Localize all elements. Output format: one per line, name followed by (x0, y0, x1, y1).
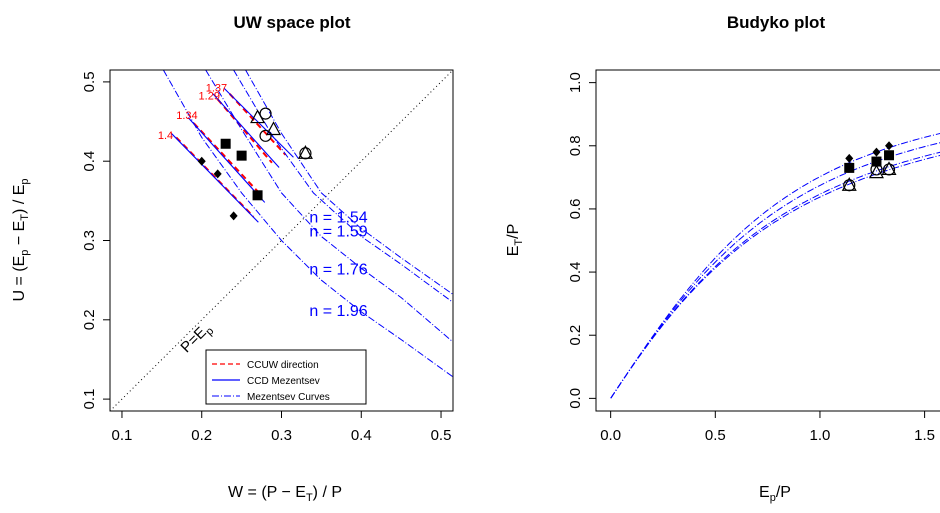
budyko-y-tick-label: 1.0 (567, 72, 584, 93)
n-label: n = 1.96 (309, 303, 367, 320)
uw-point-circle (259, 129, 272, 142)
uw-point-diamond (229, 211, 238, 221)
ccuw-direction-line (228, 93, 287, 156)
uw-x-tick-label: 0.3 (271, 427, 292, 444)
budyko-x-axis-label: Ep/P (759, 484, 791, 504)
mezentsev-curve (245, 70, 453, 295)
mezentsev-curve (233, 70, 453, 303)
n-label: n = 1.59 (309, 224, 367, 241)
ccuw-direction-line (193, 122, 259, 193)
budyko-plot-frame (595, 69, 940, 412)
budyko-y-tick-label: 0.2 (567, 325, 584, 346)
uw-y-tick-label: 0.1 (81, 389, 98, 410)
budyko-point-square (871, 156, 882, 167)
uw-x-tick-label: 0.5 (431, 427, 452, 444)
ccuw-ratio-label: 1.4 (158, 130, 173, 142)
budyko-y-tick-label: 0.0 (567, 388, 584, 409)
uw-y-tick-label: 0.5 (81, 71, 98, 92)
legend-label-ccuw: CCUW direction (247, 360, 319, 371)
budyko-point-circle (843, 179, 856, 192)
uw-panel: UW space plot n = 1.54n = 1.59n = 1.76n … (11, 13, 454, 504)
budyko-plot-area (610, 132, 940, 399)
budyko-mezentsev-curve (610, 142, 940, 399)
ccuw-ratio-label: 1.29 (199, 90, 220, 102)
budyko-x-tick-label: 1.0 (810, 427, 831, 444)
budyko-panel: Budyko plot 0.0 0.5 1.0 1.5 0.0 0.2 0.4 0.6 0.8 1… (505, 13, 940, 504)
uw-point-diamond (213, 169, 222, 179)
uw-axes: 0.1 0.2 0.3 0.4 0.5 0.1 0.2 0.3 0.4 0.5 (81, 71, 451, 444)
budyko-axes: 0.0 0.5 1.0 1.5 0.0 0.2 0.4 0.6 0.8 1.0 (567, 72, 935, 444)
budyko-y-axis-label: ET/P (505, 224, 525, 257)
mezentsev-curve (162, 70, 453, 378)
budyko-point-square (844, 162, 855, 173)
budyko-point-diamond (885, 141, 894, 151)
uw-y-tick-label: 0.3 (81, 230, 98, 251)
uw-x-axis-label: W = (P − ET) / P (228, 484, 342, 504)
budyko-x-tick-label: 0.0 (600, 427, 621, 444)
mezentsev-curve (205, 70, 453, 343)
uw-point-circle (299, 147, 312, 160)
legend-box (205, 349, 367, 405)
budyko-point-square (884, 150, 895, 161)
budyko-mezentsev-curve (610, 132, 940, 399)
uw-point-triangle (266, 121, 282, 136)
uw-point-square (252, 190, 263, 201)
budyko-mezentsev-curve (610, 154, 940, 399)
uw-y-axis-label: U = (Ep − ET) / Ep (11, 178, 31, 301)
budyko-y-tick-label: 0.6 (567, 198, 584, 219)
uw-point-square (236, 150, 247, 161)
budyko-point-circle (882, 163, 896, 176)
budyko-x-tick-label: 0.5 (705, 427, 726, 444)
legend-label-ccd: CCD Mezentsev (247, 376, 320, 387)
uw-point-square (220, 138, 231, 149)
budyko-y-tick-label: 0.4 (567, 262, 584, 283)
uw-x-tick-label: 0.4 (351, 427, 372, 444)
budyko-x-tick-label: 1.5 (914, 427, 935, 444)
ccd-mezentsev-line (212, 93, 280, 168)
ccd-mezentsev-line (171, 133, 259, 223)
legend-label-mezentsev: Mezentsev Curves (247, 392, 330, 403)
uw-point-circle (259, 107, 272, 120)
budyko-plot-title: Budyko plot (727, 13, 826, 32)
budyko-point-triangle (868, 164, 884, 179)
n-label: n = 1.54 (309, 209, 367, 226)
budyko-point-diamond (845, 153, 854, 163)
ccuw-ratio-label: 1.34 (176, 110, 197, 122)
uw-y-tick-label: 0.2 (81, 309, 98, 330)
uw-y-tick-label: 0.4 (81, 151, 98, 172)
one-to-one-line (110, 70, 453, 411)
uw-x-tick-label: 0.2 (191, 427, 212, 444)
budyko-y-tick-label: 0.8 (567, 135, 584, 156)
ccd-mezentsev-line (187, 117, 266, 203)
uw-plot-area: n = 1.54n = 1.59 n = 1.76 n = 1.96 1.371.29… (110, 70, 453, 411)
uw-point-diamond (197, 156, 206, 166)
uw-legend: CCUW direction CCD Mezentsev Mezentsev C… (205, 349, 367, 405)
uw-x-tick-label: 0.1 (112, 427, 133, 444)
budyko-point-diamond (872, 147, 881, 157)
n-label: n = 1.76 (309, 262, 367, 279)
budyko-mezentsev-curve (610, 151, 940, 399)
ccuw-ratio-label: 1.37 (206, 82, 227, 94)
uw-plot-title: UW space plot (233, 13, 350, 32)
